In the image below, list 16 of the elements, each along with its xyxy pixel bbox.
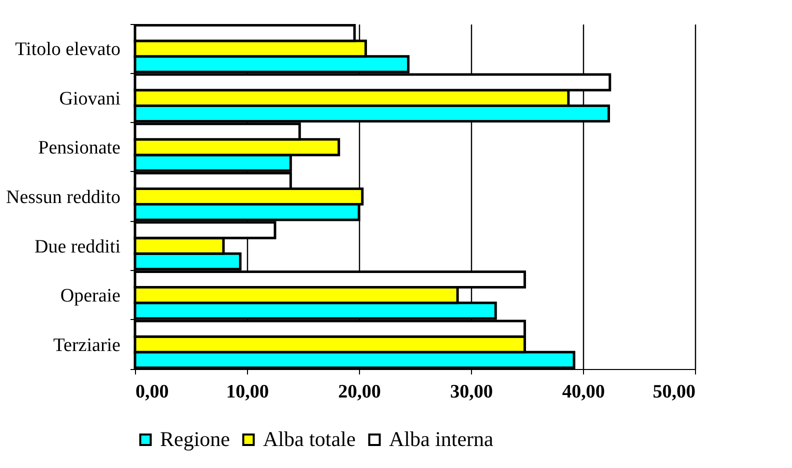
legend-label: Alba totale (263, 426, 356, 451)
y-tick-label: Giovani (59, 88, 120, 110)
x-tick-label: 20,00 (338, 382, 381, 402)
y-tick-label: Nessun reddito (6, 187, 120, 208)
x-tick-label: 10,00 (226, 382, 269, 402)
x-tick-label: 40,00 (562, 382, 605, 402)
x-tick-label: 0,00 (136, 382, 169, 402)
y-tick-label: Due redditi (34, 236, 120, 258)
x-tick-label: 30,00 (450, 382, 493, 402)
legend-label: Alba interna (389, 426, 494, 451)
y-tick-label: Terziarie (53, 334, 120, 356)
y-tick-label: Pensionate (38, 138, 120, 159)
x-tick-label: 50,00 (652, 382, 696, 402)
legend-label: Regione (160, 426, 230, 451)
y-tick-label: Operaie (60, 286, 120, 307)
y-tick-label: Titolo elevato (15, 39, 120, 60)
